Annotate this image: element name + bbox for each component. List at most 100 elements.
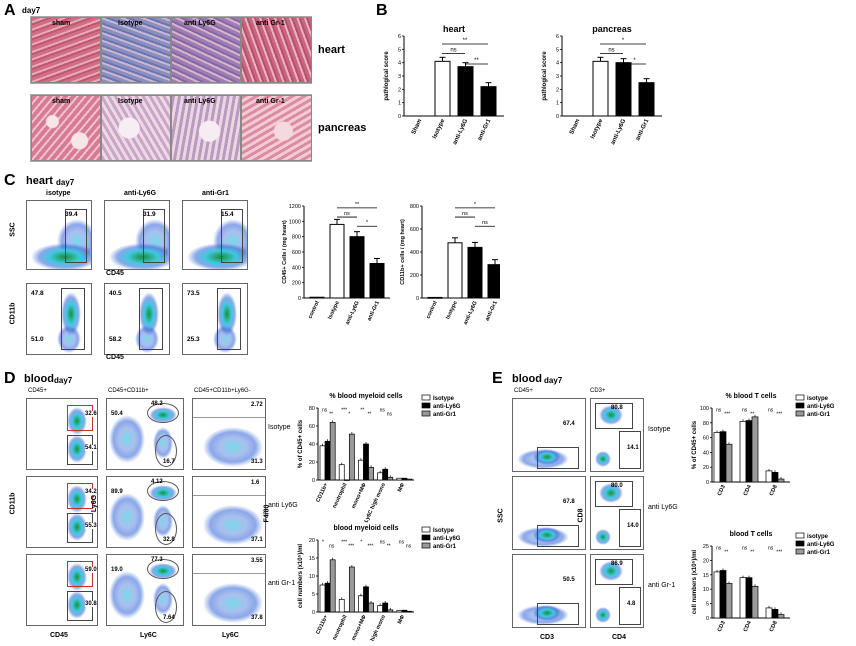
panel-d-day: day7 <box>54 376 73 385</box>
c-facs-top-1: 31.9 <box>104 200 170 270</box>
e-chart1-bar <box>777 478 785 483</box>
panel-e-title: blood <box>512 373 542 385</box>
e-chart2-bar <box>745 577 753 619</box>
e-row-name: anti Ly6G <box>648 504 678 511</box>
d-gate <box>67 405 93 431</box>
e-chart1-legend-swatch <box>795 410 805 417</box>
c-cd11b-label: CD11b <box>9 302 17 325</box>
e-chart1-sig-label: *** <box>724 412 730 418</box>
e-gate-value: 14.0 <box>627 523 639 529</box>
histology-pancreas-anti-gr1: anti Gr-1 <box>241 95 312 161</box>
b-category-label: anti-Ly6G <box>610 118 627 146</box>
d-chart1-legend-label: anti-Ly6G <box>433 404 461 410</box>
d-chart1-bar <box>396 477 403 481</box>
d-column-title: CD45+ <box>28 388 47 394</box>
d-facs-f480-1: 1.6 37.1 <box>192 476 266 548</box>
d-chart2-sig-label: *** <box>341 540 347 546</box>
d-chart2-tick-label: 5 <box>312 592 315 598</box>
e-gate <box>595 559 633 585</box>
c-bar <box>329 223 345 299</box>
d-chart2-category-label: MΦ <box>397 614 406 625</box>
d-chart1-bar <box>387 476 394 481</box>
b-sig-label: ns <box>450 48 456 54</box>
c-bar0-tick-label: 200 <box>292 281 301 287</box>
e-chart2-bar <box>713 571 721 619</box>
e-chart1-sig-label: *** <box>776 412 782 418</box>
e-row-name: anti Gr-1 <box>648 582 676 589</box>
e-chart2-sig-label: *** <box>776 550 782 556</box>
c-gate-value: 58.2 <box>109 336 122 343</box>
d-chart1-category-label: mono+MΦ <box>351 482 368 510</box>
d-chart1-bar <box>338 464 345 481</box>
e-gate <box>619 509 641 547</box>
d-chart2-legend-swatch <box>421 542 431 549</box>
c-sig-label: ns <box>344 211 350 217</box>
c-bar0-tick-label: 600 <box>292 250 301 256</box>
histology-pancreas-isotype: Isotype <box>101 95 171 161</box>
d-gate <box>67 561 93 587</box>
c-gate-value: 25.3 <box>187 336 200 343</box>
b-chart0-tick-label: 1 <box>398 101 401 107</box>
c-bar1-ylabel: CD11b+ cells / (mg heart) <box>400 219 406 285</box>
c-sig-label: ns <box>482 220 488 226</box>
c-gate-value: 31.9 <box>143 211 156 218</box>
d-gate-value: 37.1 <box>251 537 263 543</box>
d-column-title: CD45+CD11b+ <box>108 388 149 394</box>
d-chart2-sig-label: * <box>360 540 362 546</box>
e-chart1-bar <box>719 431 727 483</box>
b-sig-label: * <box>633 58 636 64</box>
d-chart1-bar <box>329 422 336 481</box>
d-gate-value: 48.2 <box>151 401 163 407</box>
e-chart2-sig-label: ns <box>716 546 722 552</box>
c-bar1-tick-label: 0 <box>416 296 419 302</box>
e-chart2-bar <box>765 607 773 619</box>
d-chart1-bar <box>377 472 384 481</box>
c-gate-value: 15.4 <box>221 211 234 218</box>
c-column-title: anti-Ly6G <box>124 190 157 197</box>
d-facs-cd11b-1: 89.9 4.12 32.8 <box>106 476 184 548</box>
b-chart0-tick-label: 3 <box>398 74 401 80</box>
d-gate-value: 50.4 <box>111 411 123 417</box>
d-chart2-bar <box>324 582 331 613</box>
c-category-label: anti-Gr1 <box>366 300 380 322</box>
e-gate <box>537 525 579 547</box>
e-ssc-label: SSC <box>497 508 505 523</box>
d-chart2-bar <box>358 595 364 613</box>
c-bar <box>369 263 385 299</box>
c-bar1-tick-label: 800 <box>410 204 419 210</box>
e-chart2-bar <box>739 577 747 619</box>
d-chart2-bar <box>319 584 326 613</box>
b-chart1-ylabel: pathlogical score <box>542 51 548 101</box>
d-gate-value: 32.6 <box>85 411 97 417</box>
d-chart2-category-label: CD11b+ <box>315 614 329 635</box>
d-chart1-bar <box>348 433 355 481</box>
pancreas-histology-row: sham Isotype anti Ly6G anti Gr-1 <box>30 94 312 162</box>
e-chart1-title: % blood T cells <box>726 393 777 400</box>
d-column-title: CD45+CD11b+Ly6G- <box>194 388 251 394</box>
b-sig-label: ** <box>474 58 479 64</box>
c-bar <box>487 264 500 299</box>
c-facs-top-0: 39.4 <box>26 200 92 270</box>
d-chart1-bar <box>401 477 408 481</box>
d-chart1-bar <box>319 445 326 481</box>
c-gate <box>143 209 165 263</box>
d-gate-value: 37.8 <box>251 615 263 621</box>
c-category-label: anti-Ly6G <box>345 300 361 325</box>
d-chart1-category-label: MΦ <box>397 482 406 493</box>
b-bar <box>592 60 609 117</box>
e-chart1-bar <box>713 432 721 483</box>
d-gate <box>67 483 93 509</box>
c-sig-label: ** <box>355 202 360 208</box>
e-gate-value: 80.0 <box>611 483 623 489</box>
c-category-label: control <box>425 300 439 320</box>
d-chart1-sig-label: ** <box>360 408 364 414</box>
d-chart1-sig-label: * <box>348 412 350 418</box>
e-chart2-tick-label: 10 <box>703 587 709 593</box>
e-gate-value: 67.8 <box>563 499 575 505</box>
d-chart2-sig-label: ns <box>406 544 412 550</box>
d-chart2-category-label: mono+MΦ <box>351 614 368 642</box>
e-column-title: CD45+ <box>514 388 533 394</box>
e-chart1-tick-label: 80 <box>703 421 709 427</box>
d-chart2-sig-label: *** <box>348 544 354 550</box>
d-quadrant-line <box>193 417 265 418</box>
